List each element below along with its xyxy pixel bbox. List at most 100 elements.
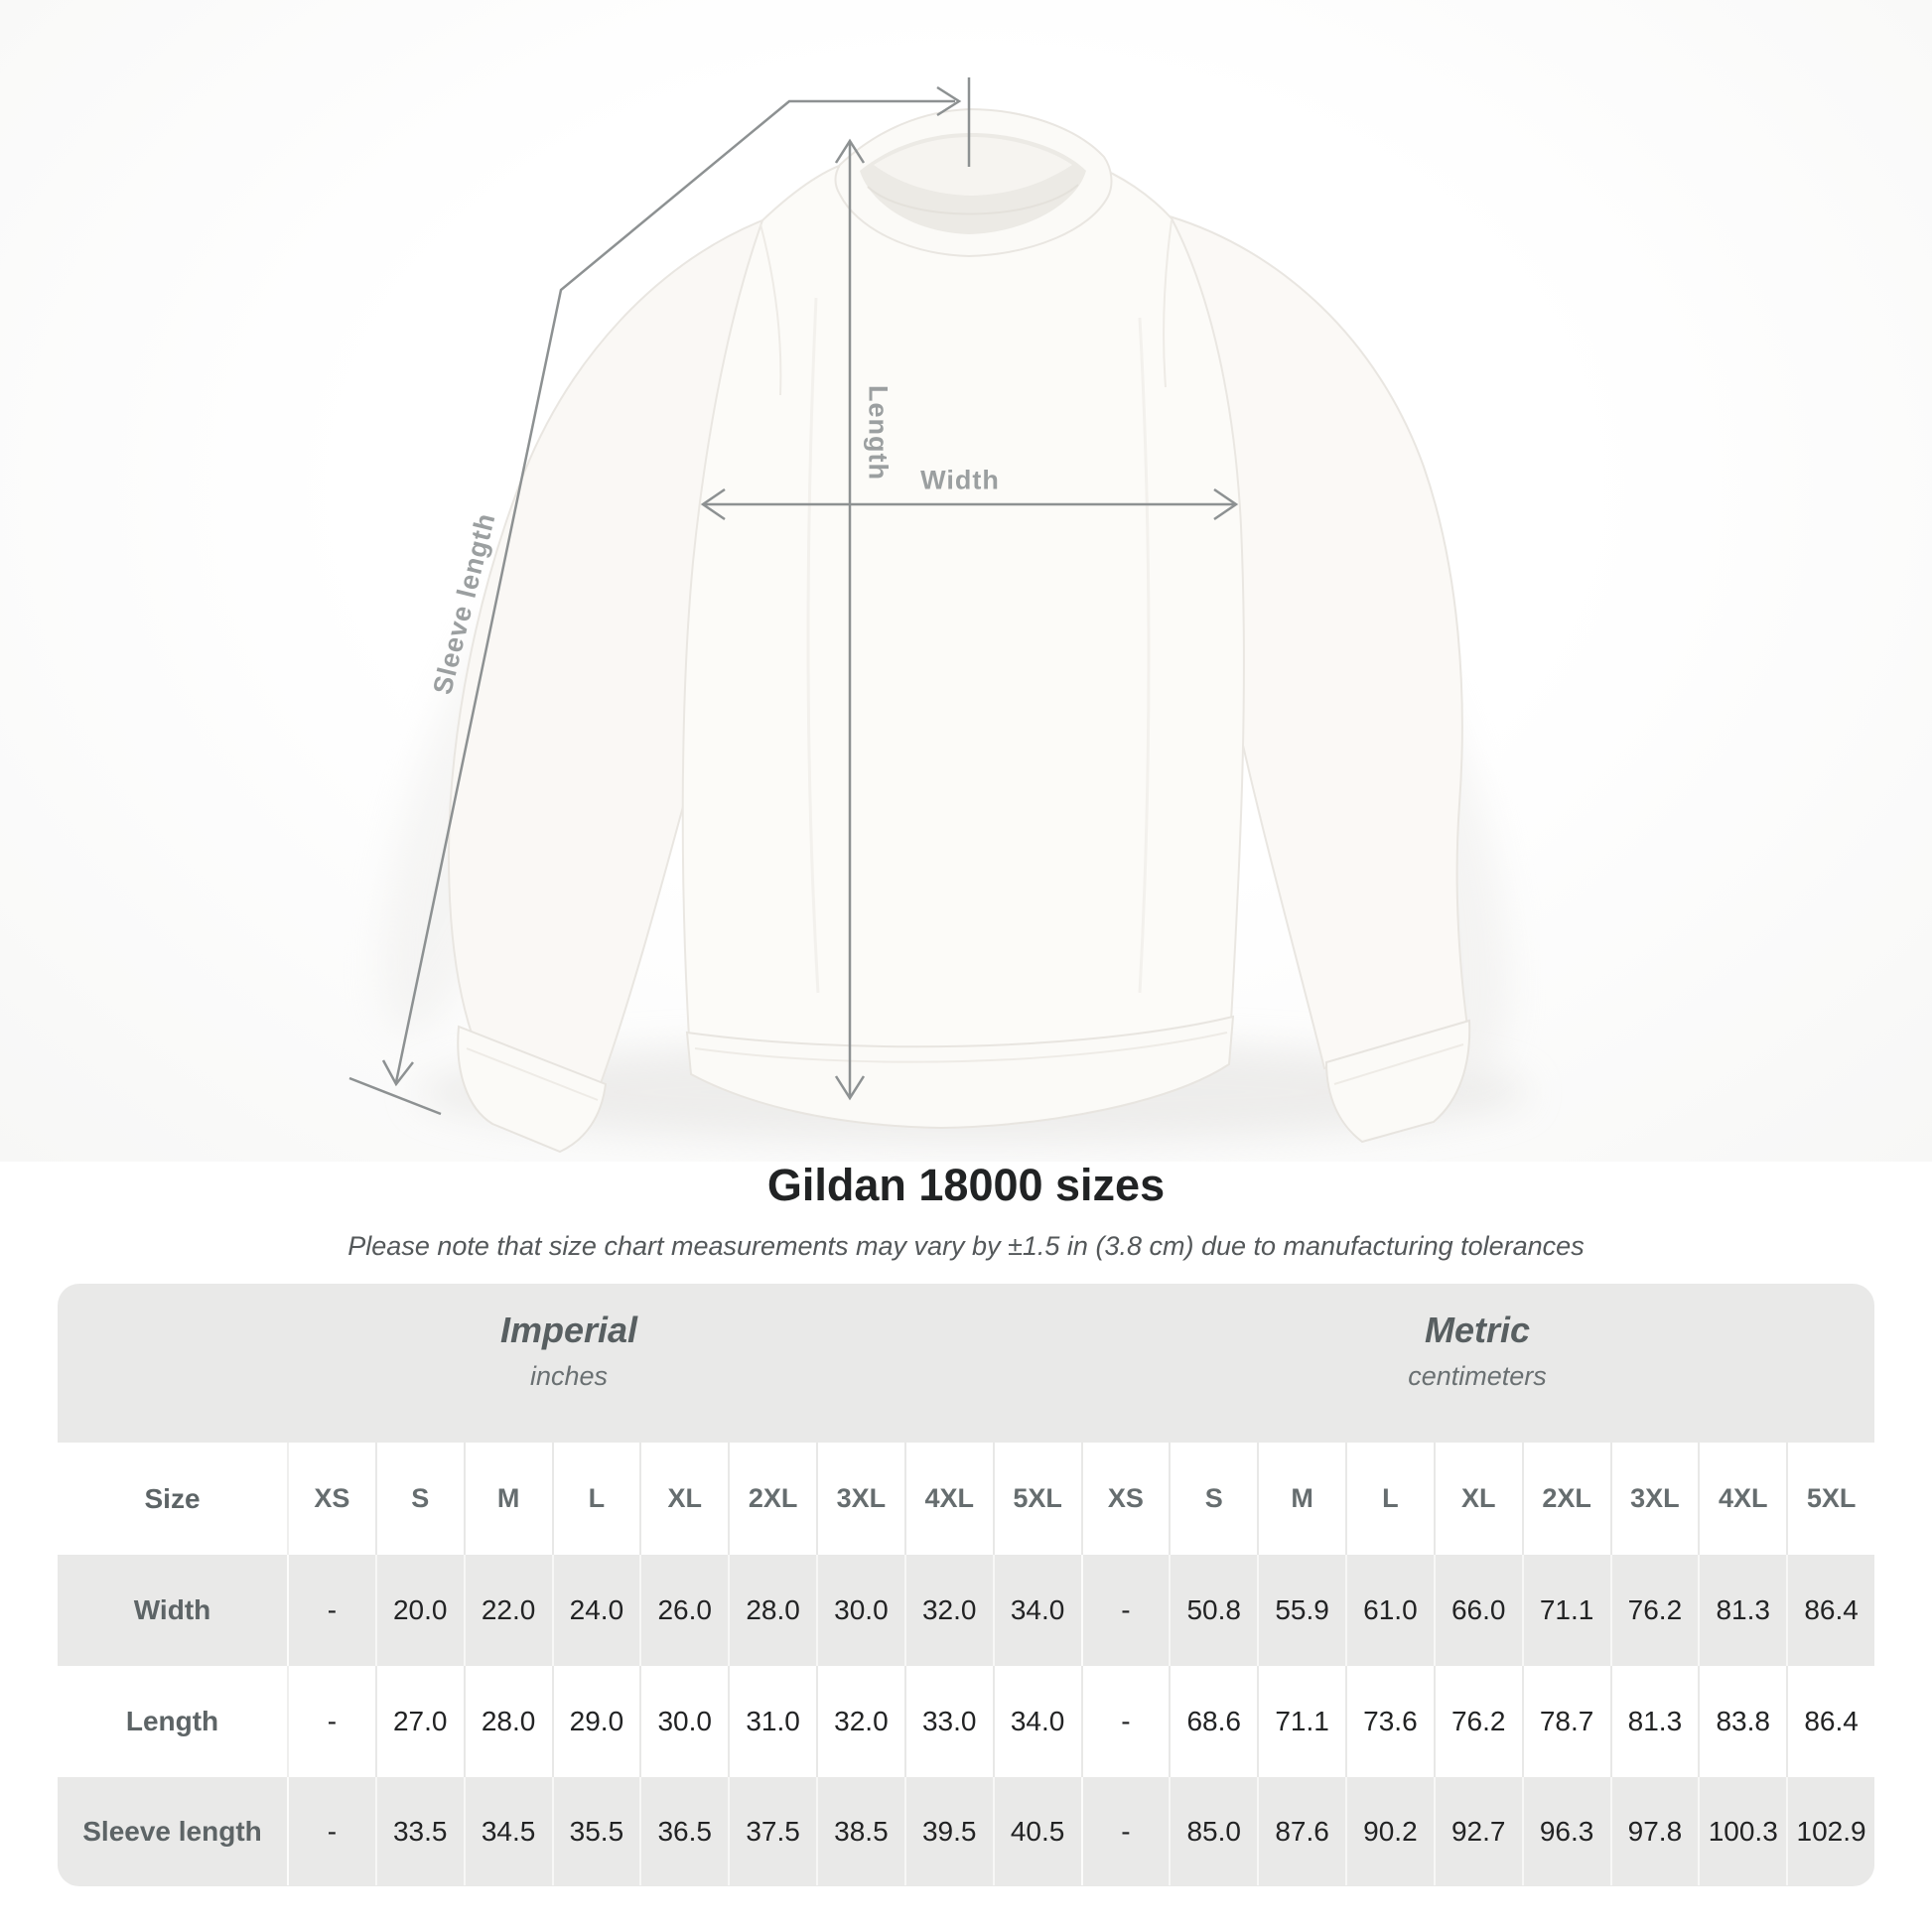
size-header-imperial-8: 5XL xyxy=(992,1443,1081,1555)
hem-stitching xyxy=(694,1032,1228,1063)
measurement-value: 28.0 xyxy=(728,1555,816,1666)
size-header-imperial-5: 2XL xyxy=(728,1443,816,1555)
size-chart-table: Imperial inches Metric centimeters Size X… xyxy=(58,1284,1874,1886)
measurement-value: 34.0 xyxy=(992,1666,1081,1777)
measurement-value: 34.5 xyxy=(463,1777,552,1885)
measurement-value: 86.4 xyxy=(1786,1666,1874,1777)
measurement-value: 96.3 xyxy=(1521,1777,1610,1885)
measurement-value: 92.7 xyxy=(1433,1777,1522,1885)
measurement-value: 30.0 xyxy=(816,1555,904,1666)
unit-systems-header: Imperial inches Metric centimeters xyxy=(58,1284,1874,1443)
measurement-value: 68.6 xyxy=(1169,1666,1257,1777)
row-label: Sleeve length xyxy=(82,1815,262,1847)
cuff-stitching xyxy=(1333,1043,1464,1085)
size-header-imperial-0: XS xyxy=(287,1443,375,1555)
shoulder-seam xyxy=(1163,219,1173,388)
measurement-value: 102.9 xyxy=(1786,1777,1874,1885)
table-row-length: Length -27.0 28.0 29.0 30.0 31.0 32.0 33.0 34.0-… xyxy=(58,1666,1874,1777)
measurement-value: 26.0 xyxy=(639,1555,728,1666)
measurement-value: 81.3 xyxy=(1698,1555,1786,1666)
measurement-value: 22.0 xyxy=(463,1555,552,1666)
size-header-metric-8: 5XL xyxy=(1786,1443,1874,1555)
measurement-value: 71.1 xyxy=(1257,1666,1345,1777)
measurement-value: 76.2 xyxy=(1433,1666,1522,1777)
size-header-metric-2: M xyxy=(1257,1443,1345,1555)
sleeve-length-arrow xyxy=(348,77,971,1116)
row-label: Length xyxy=(125,1706,219,1736)
measurement-value: 85.0 xyxy=(1169,1777,1257,1885)
table-rows: Width -20.0 22.0 24.0 26.0 28.0 30.0 32.0 34.0-5… xyxy=(58,1555,1874,1885)
size-header-metric-0: XS xyxy=(1080,1443,1170,1555)
page-title: Gildan 18000 sizes xyxy=(766,1160,1166,1210)
tolerance-note: Please note that size chart measurements… xyxy=(347,1231,1585,1261)
collar-stitching xyxy=(867,184,1079,215)
measurement-value: 29.0 xyxy=(551,1666,640,1777)
measurement-value: 38.5 xyxy=(816,1777,904,1885)
measurement-value: 86.4 xyxy=(1786,1555,1874,1666)
metric-unit-header: Metric centimeters xyxy=(1080,1284,1874,1443)
size-header-metric-7: 4XL xyxy=(1698,1443,1786,1555)
measurement-value: 24.0 xyxy=(551,1555,640,1666)
measurement-value: 37.5 xyxy=(728,1777,816,1885)
measurement-value: 32.0 xyxy=(816,1666,904,1777)
measurement-value: 50.8 xyxy=(1169,1555,1257,1666)
size-header-metric-3: L xyxy=(1345,1443,1434,1555)
measurement-value: 61.0 xyxy=(1345,1555,1434,1666)
table-row-width: Width -20.0 22.0 24.0 26.0 28.0 30.0 32.0 34.0-5… xyxy=(58,1555,1874,1666)
measurement-value: - xyxy=(287,1666,375,1777)
measurement-value: 73.6 xyxy=(1345,1666,1434,1777)
size-header-imperial-6: 3XL xyxy=(816,1443,904,1555)
size-header-metric-4: XL xyxy=(1433,1443,1522,1555)
measurement-value: 83.8 xyxy=(1698,1666,1786,1777)
measurement-value: - xyxy=(1080,1777,1170,1885)
size-header-imperial-4: XL xyxy=(639,1443,728,1555)
product-photo: Length Width Sleeve length xyxy=(0,0,1932,1162)
measurement-value: 33.5 xyxy=(374,1777,464,1885)
size-header-imperial-1: S xyxy=(374,1443,464,1555)
measurement-value: 32.0 xyxy=(903,1555,993,1666)
measurement-value: 76.2 xyxy=(1609,1555,1699,1666)
imperial-label: Imperial xyxy=(499,1310,638,1350)
sweatshirt-right-cuff xyxy=(1324,1019,1471,1144)
size-header-metric-1: S xyxy=(1169,1443,1257,1555)
measurement-value: 87.6 xyxy=(1257,1777,1345,1885)
measurement-value: 78.7 xyxy=(1521,1666,1610,1777)
measurement-value: 97.8 xyxy=(1609,1777,1699,1885)
width-dimension-label: Width xyxy=(920,465,1000,495)
shoulder-seam xyxy=(759,223,782,396)
measurement-value: 66.0 xyxy=(1433,1555,1522,1666)
measurement-value: 31.0 xyxy=(728,1666,816,1777)
size-header-metric-6: 3XL xyxy=(1609,1443,1699,1555)
measurement-value: - xyxy=(287,1777,375,1885)
measurement-value: 90.2 xyxy=(1345,1777,1434,1885)
sweatshirt-illustration xyxy=(348,77,1529,1154)
sweatshirt-body xyxy=(681,159,1245,1050)
measurement-value: 20.0 xyxy=(374,1555,464,1666)
collar-inner-back xyxy=(874,137,1072,196)
width-arrow xyxy=(700,487,1239,521)
sweatshirt-hem-band xyxy=(685,1015,1235,1130)
measurement-value: 33.0 xyxy=(903,1666,993,1777)
measurement-value: 27.0 xyxy=(374,1666,464,1777)
measurement-value: 35.5 xyxy=(551,1777,640,1885)
metric-label: Metric xyxy=(1424,1310,1531,1350)
length-dimension-label: Length xyxy=(863,385,894,481)
measurement-value: 40.5 xyxy=(992,1777,1081,1885)
measurement-value: 36.5 xyxy=(639,1777,728,1885)
measurement-value: - xyxy=(287,1555,375,1666)
size-header-metric-5: 2XL xyxy=(1521,1443,1610,1555)
measurement-value: 100.3 xyxy=(1698,1777,1786,1885)
size-header-imperial-7: 4XL xyxy=(903,1443,993,1555)
measurement-value: 39.5 xyxy=(903,1777,993,1885)
measurement-value: 34.0 xyxy=(992,1555,1081,1666)
size-header-imperial-2: M xyxy=(463,1443,552,1555)
size-header-row: Size XS S M L XL 2XL 3XL 4XL 5XL XS S M L XL 2XL 3XL 4XL 5… xyxy=(58,1443,1874,1555)
fold-line xyxy=(806,297,820,994)
cuff-stitching xyxy=(466,1047,599,1101)
imperial-unit-label: inches xyxy=(529,1361,609,1391)
size-column-header: Size xyxy=(144,1482,201,1514)
imperial-unit-header: Imperial inches xyxy=(58,1284,1080,1443)
row-label: Width xyxy=(133,1594,211,1625)
size-header-imperial-3: L xyxy=(551,1443,640,1555)
